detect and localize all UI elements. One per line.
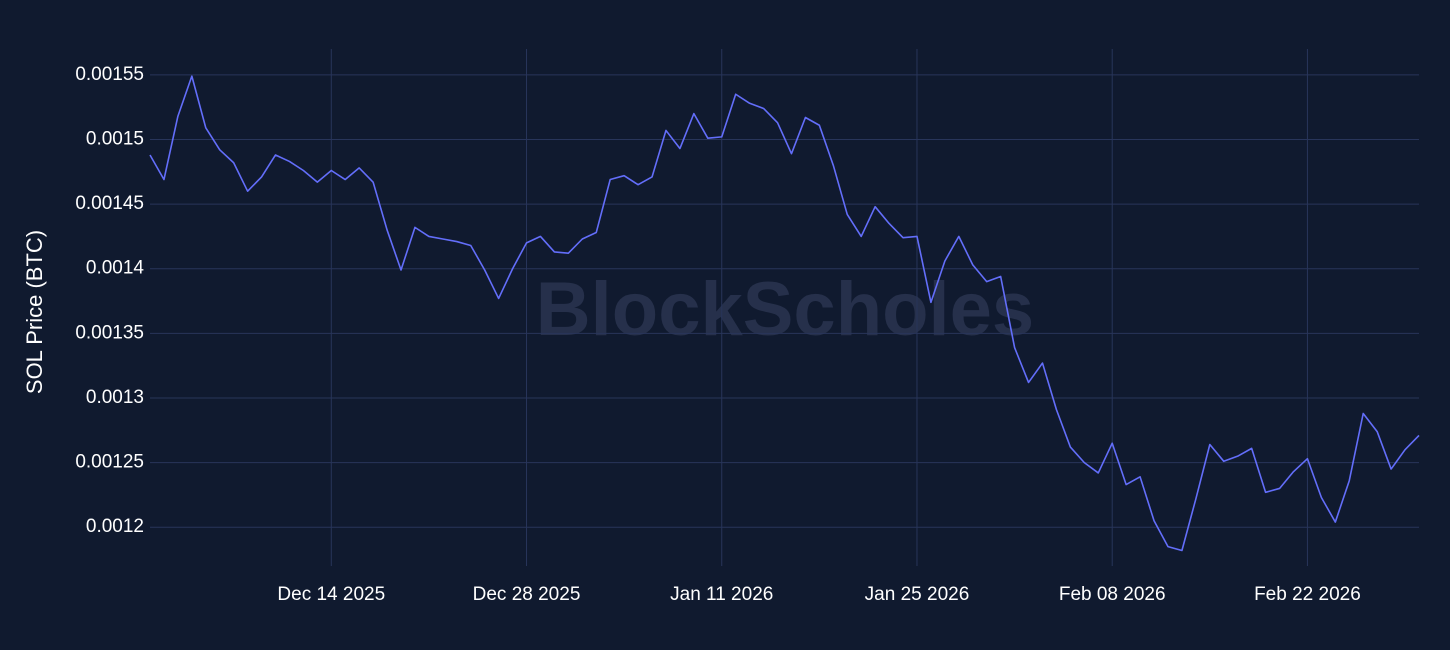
y-tick-label: 0.00135 (75, 322, 144, 343)
x-tick-label: Jan 11 2026 (670, 584, 773, 605)
x-tick-label: Feb 22 2026 (1254, 584, 1361, 605)
y-tick-label: 0.0013 (86, 387, 144, 408)
x-tick-label: Feb 08 2026 (1059, 584, 1166, 605)
x-tick-label: Dec 28 2025 (473, 584, 581, 605)
y-tick-label: 0.00145 (75, 193, 144, 214)
y-tick-label: 0.0012 (86, 516, 144, 537)
y-tick-label: 0.00125 (75, 452, 144, 473)
y-tick-label: 0.0015 (86, 128, 144, 149)
x-tick-label: Jan 25 2026 (865, 584, 970, 605)
y-tick-label: 0.00155 (75, 64, 144, 85)
y-tick-label: 0.0014 (86, 258, 145, 279)
y-axis-label: SOL Price (BTC) (22, 230, 47, 394)
line-series (149, 75, 1420, 552)
x-tick-label: Dec 14 2025 (277, 584, 385, 605)
watermark: BlockScholes (536, 267, 1034, 352)
